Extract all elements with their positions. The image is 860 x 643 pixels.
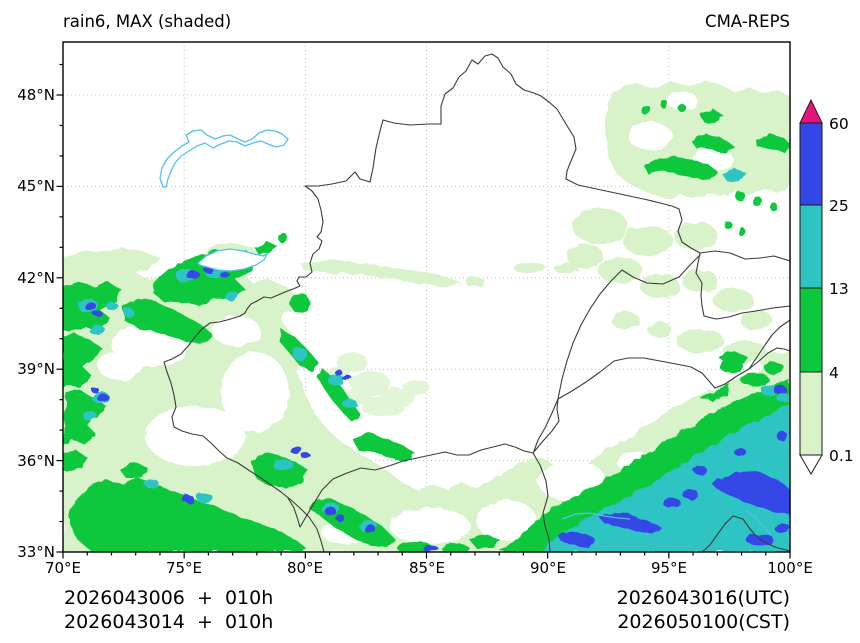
lakes-and-rivers: [159, 129, 771, 535]
colorbar-segment-4-13: [799, 287, 823, 373]
colorbar-tick-label: 25: [829, 197, 849, 215]
y-tick-label: 48°N: [17, 86, 55, 104]
colorbar: 60 25 13 4 0.1: [799, 98, 854, 475]
colorbar-segment-25-60: [799, 122, 823, 206]
x-axis-labels: 70°E 75°E 80°E 85°E 90°E 95°E 100°E: [45, 559, 813, 577]
y-tick-label: 42°N: [17, 269, 55, 287]
x-tick-label: 95°E: [651, 559, 687, 577]
map-plot-area: [63, 42, 790, 552]
lake-balkhash-outline: [159, 129, 289, 188]
x-tick-label: 75°E: [166, 559, 202, 577]
country-borders: [163, 53, 790, 552]
x-tick-label: 100°E: [767, 559, 813, 577]
colorbar-segment-13-25: [799, 204, 823, 289]
colorbar-tick-label: 0.1: [829, 447, 854, 465]
colorbar-tick-label: 4: [829, 364, 839, 382]
valid-time-cst-label: 2026050100(CST): [617, 611, 790, 633]
colorbar-below-min-arrow: [799, 454, 823, 475]
y-tick-label: 36°N: [17, 452, 55, 470]
x-tick-label: 80°E: [287, 559, 323, 577]
colorbar-tick-label: 60: [829, 115, 849, 133]
init-time-cst-label: 2026043014 + 010h: [64, 611, 273, 633]
x-tick-label: 90°E: [530, 559, 566, 577]
precip-layer-intense: [84, 255, 790, 551]
y-tick-label: 39°N: [17, 360, 55, 378]
colorbar-above-max-arrow: [799, 98, 823, 124]
x-tick-label: 85°E: [409, 559, 445, 577]
init-time-utc-label: 2026043006 + 010h: [64, 587, 273, 609]
colorbar-segment-0.1-4: [799, 371, 823, 456]
y-tick-label: 45°N: [17, 177, 55, 195]
footer-annotations: 2026043006 + 010h 2026043014 + 010h 2026…: [64, 587, 790, 633]
lake-issyk-kul-outline: [197, 248, 268, 272]
plot-title: rain6, MAX (shaded): [63, 12, 231, 31]
river-line: [561, 512, 631, 520]
colorbar-tick-label: 13: [829, 280, 849, 298]
y-tick-label: 33°N: [17, 543, 55, 561]
x-tick-label: 70°E: [45, 559, 81, 577]
y-axis-labels: 48°N 45°N 42°N 39°N 36°N 33°N: [17, 86, 55, 561]
river-line-2: [744, 509, 771, 535]
axis-ticks: [56, 63, 791, 559]
model-name-label: CMA-REPS: [705, 12, 790, 31]
valid-time-utc-label: 2026043016(UTC): [617, 587, 790, 609]
